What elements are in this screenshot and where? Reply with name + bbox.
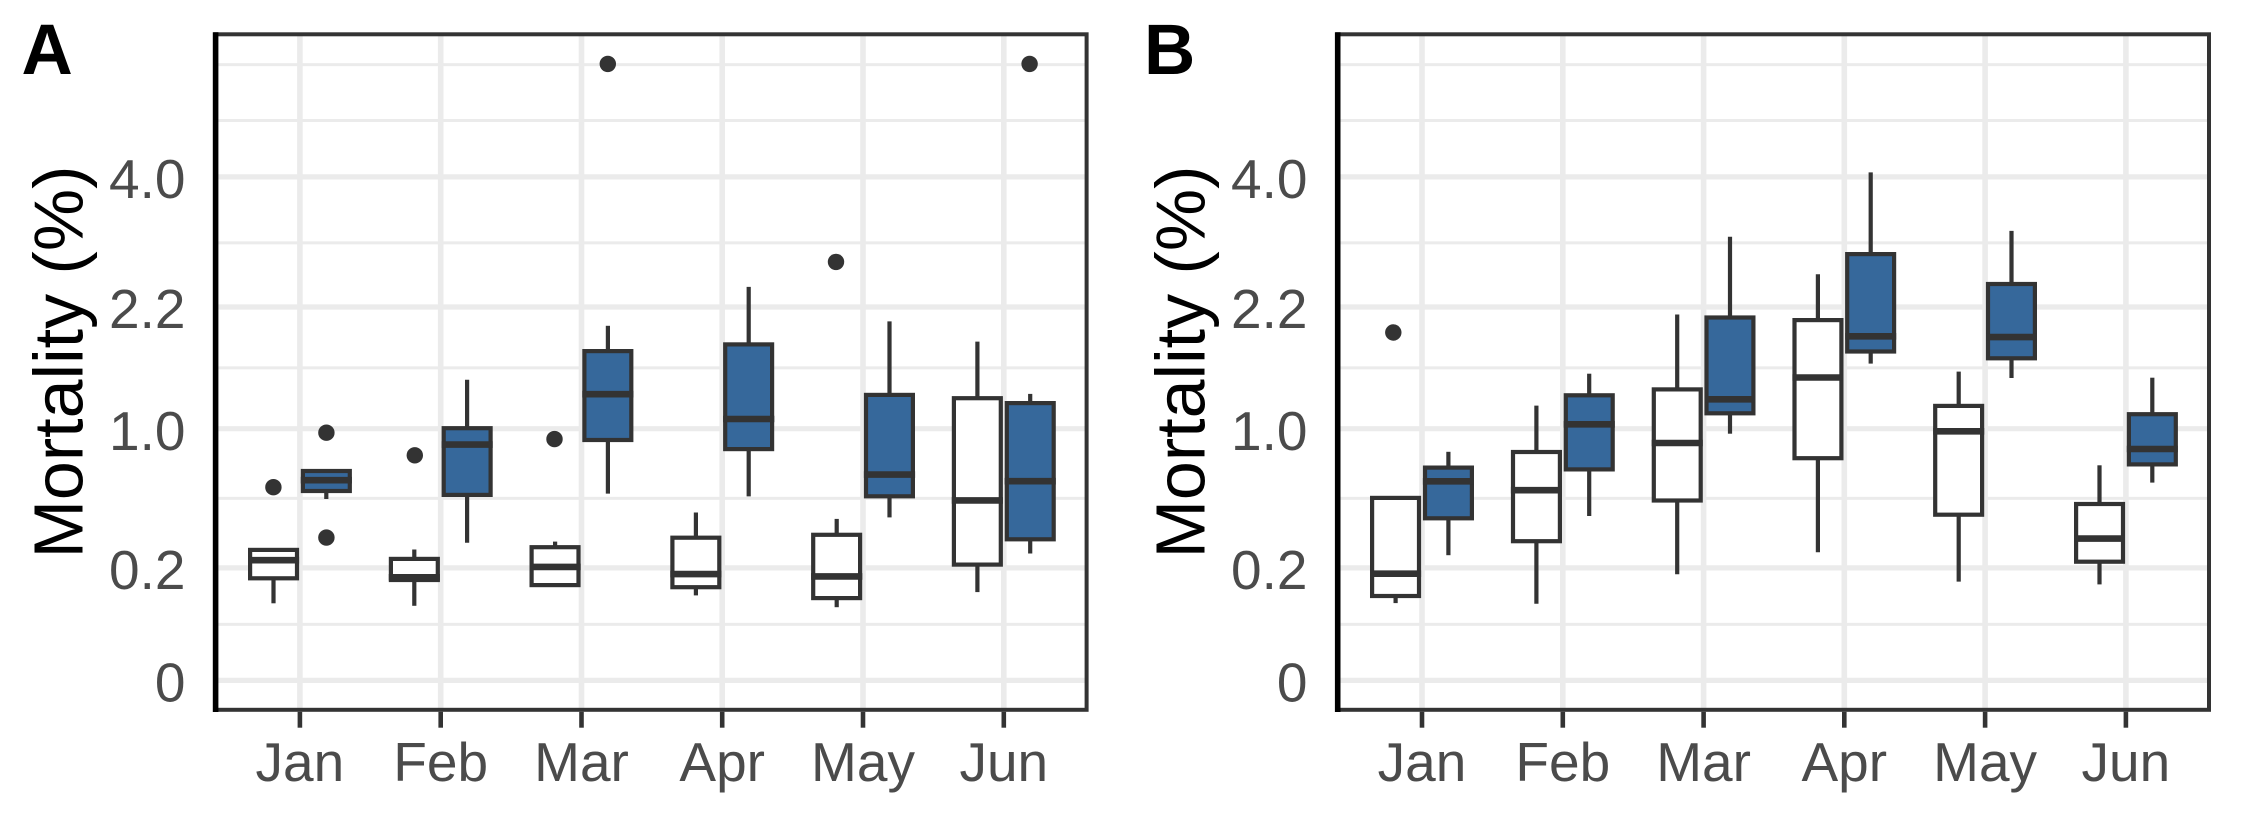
svg-text:Apr: Apr (1802, 731, 1888, 793)
svg-text:2.2: 2.2 (109, 278, 185, 340)
svg-text:Apr: Apr (679, 731, 765, 793)
svg-text:4.0: 4.0 (1231, 148, 1307, 210)
svg-text:Mar: Mar (1656, 731, 1751, 793)
svg-text:May: May (1933, 731, 2037, 793)
svg-text:4.0: 4.0 (109, 148, 185, 210)
svg-text:2.2: 2.2 (1231, 278, 1307, 340)
svg-text:Jan: Jan (256, 731, 345, 793)
svg-text:A: A (22, 11, 73, 90)
svg-text:1.0: 1.0 (109, 400, 185, 462)
svg-text:Jun: Jun (959, 731, 1048, 793)
svg-text:0: 0 (1277, 652, 1308, 714)
svg-text:0.2: 0.2 (1231, 539, 1307, 601)
svg-text:Feb: Feb (1515, 731, 1610, 793)
svg-text:B: B (1144, 11, 1195, 90)
svg-text:Feb: Feb (393, 731, 488, 793)
svg-text:May: May (811, 731, 915, 793)
svg-text:1.0: 1.0 (1231, 400, 1307, 462)
svg-text:Mortality (%): Mortality (%) (1141, 166, 1219, 559)
svg-text:0: 0 (155, 652, 186, 714)
svg-text:0.2: 0.2 (109, 539, 185, 601)
svg-text:Mortality (%): Mortality (%) (20, 166, 98, 559)
svg-text:Jan: Jan (1378, 731, 1467, 793)
svg-text:Jun: Jun (2082, 731, 2171, 793)
svg-text:Mar: Mar (534, 731, 629, 793)
